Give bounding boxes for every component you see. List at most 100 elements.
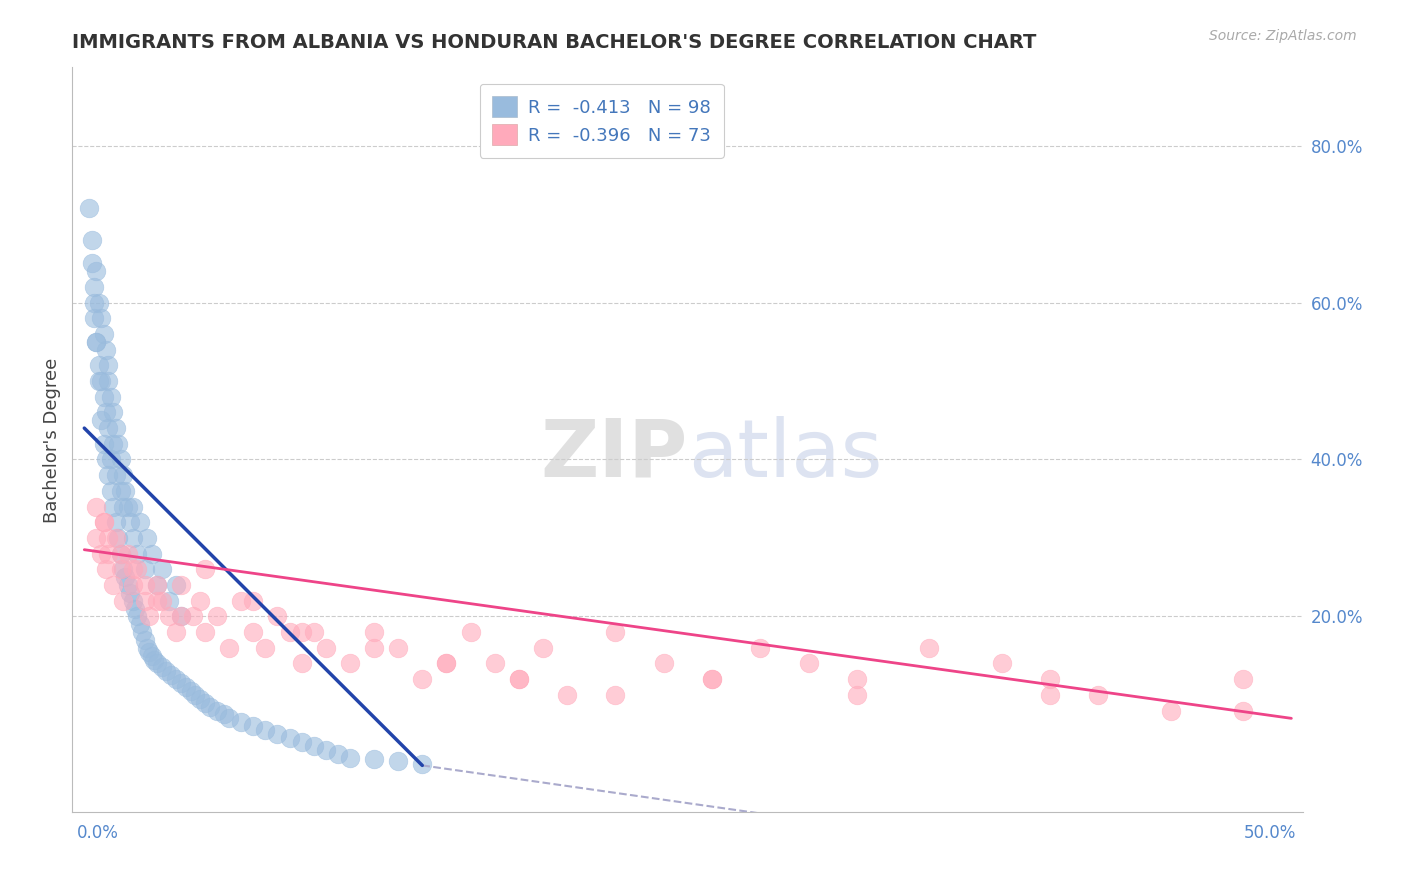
Point bbox=[188, 691, 211, 706]
Point bbox=[411, 672, 433, 686]
Point bbox=[797, 657, 820, 671]
Point bbox=[339, 657, 361, 671]
Point bbox=[97, 421, 120, 435]
Point bbox=[326, 747, 349, 761]
Point bbox=[93, 390, 115, 404]
Point bbox=[170, 609, 193, 624]
Point bbox=[90, 413, 112, 427]
Point bbox=[165, 672, 187, 686]
Point bbox=[165, 625, 187, 640]
Point bbox=[138, 609, 160, 624]
Text: Source: ZipAtlas.com: Source: ZipAtlas.com bbox=[1209, 29, 1357, 44]
Point bbox=[218, 711, 240, 725]
Point bbox=[315, 640, 337, 655]
Point bbox=[121, 562, 143, 576]
Legend: R =  -0.413   N = 98, R =  -0.396   N = 73: R = -0.413 N = 98, R = -0.396 N = 73 bbox=[479, 84, 724, 158]
Point bbox=[194, 562, 217, 576]
Point bbox=[117, 500, 139, 514]
Point bbox=[231, 715, 253, 730]
Point bbox=[205, 704, 228, 718]
Point bbox=[103, 578, 125, 592]
Point bbox=[845, 688, 868, 702]
Point bbox=[990, 657, 1012, 671]
Point bbox=[107, 437, 129, 451]
Point bbox=[1039, 672, 1062, 686]
Point bbox=[93, 515, 115, 529]
Point bbox=[94, 452, 117, 467]
Point bbox=[104, 421, 127, 435]
Point bbox=[242, 625, 264, 640]
Point bbox=[110, 483, 132, 498]
Text: 0.0%: 0.0% bbox=[77, 824, 120, 842]
Point bbox=[97, 374, 120, 388]
Point bbox=[145, 578, 167, 592]
Point bbox=[302, 625, 325, 640]
Point bbox=[134, 593, 156, 607]
Point bbox=[290, 735, 312, 749]
Point bbox=[94, 343, 117, 357]
Point bbox=[165, 578, 187, 592]
Point bbox=[460, 625, 482, 640]
Point bbox=[700, 672, 723, 686]
Point bbox=[87, 374, 110, 388]
Point bbox=[136, 640, 159, 655]
Point bbox=[231, 593, 253, 607]
Point bbox=[387, 755, 409, 769]
Point bbox=[110, 452, 132, 467]
Point bbox=[117, 547, 139, 561]
Point bbox=[143, 652, 166, 666]
Point bbox=[121, 500, 143, 514]
Text: IMMIGRANTS FROM ALBANIA VS HONDURAN BACHELOR'S DEGREE CORRELATION CHART: IMMIGRANTS FROM ALBANIA VS HONDURAN BACH… bbox=[72, 33, 1036, 52]
Point bbox=[363, 640, 385, 655]
Point bbox=[194, 696, 217, 710]
Point bbox=[124, 601, 146, 615]
Point bbox=[214, 707, 236, 722]
Point bbox=[157, 593, 180, 607]
Point bbox=[170, 609, 193, 624]
Point bbox=[290, 657, 312, 671]
Point bbox=[411, 756, 433, 771]
Point bbox=[436, 657, 458, 671]
Point bbox=[83, 295, 105, 310]
Point bbox=[484, 657, 506, 671]
Point bbox=[1232, 704, 1254, 718]
Point bbox=[188, 593, 211, 607]
Point bbox=[174, 680, 197, 694]
Point bbox=[90, 374, 112, 388]
Point bbox=[87, 359, 110, 373]
Point bbox=[531, 640, 554, 655]
Y-axis label: Bachelor's Degree: Bachelor's Degree bbox=[44, 358, 60, 523]
Point bbox=[508, 672, 530, 686]
Point bbox=[278, 625, 301, 640]
Point bbox=[242, 719, 264, 733]
Point bbox=[111, 593, 134, 607]
Point bbox=[94, 405, 117, 419]
Point bbox=[114, 483, 136, 498]
Point bbox=[86, 531, 108, 545]
Point bbox=[131, 625, 153, 640]
Point bbox=[120, 586, 142, 600]
Point bbox=[93, 326, 115, 341]
Point bbox=[90, 311, 112, 326]
Point bbox=[80, 233, 103, 247]
Point bbox=[127, 609, 149, 624]
Point bbox=[141, 648, 163, 663]
Point bbox=[749, 640, 772, 655]
Point bbox=[302, 739, 325, 753]
Point bbox=[700, 672, 723, 686]
Point bbox=[104, 531, 127, 545]
Point bbox=[150, 660, 173, 674]
Point bbox=[266, 727, 288, 741]
Point bbox=[114, 570, 136, 584]
Point bbox=[97, 531, 120, 545]
Point bbox=[181, 609, 204, 624]
Point bbox=[87, 295, 110, 310]
Point bbox=[134, 578, 156, 592]
Point bbox=[86, 500, 108, 514]
Point bbox=[104, 468, 127, 483]
Point bbox=[104, 515, 127, 529]
Point bbox=[103, 437, 125, 451]
Point bbox=[141, 547, 163, 561]
Point bbox=[194, 625, 217, 640]
Point bbox=[387, 640, 409, 655]
